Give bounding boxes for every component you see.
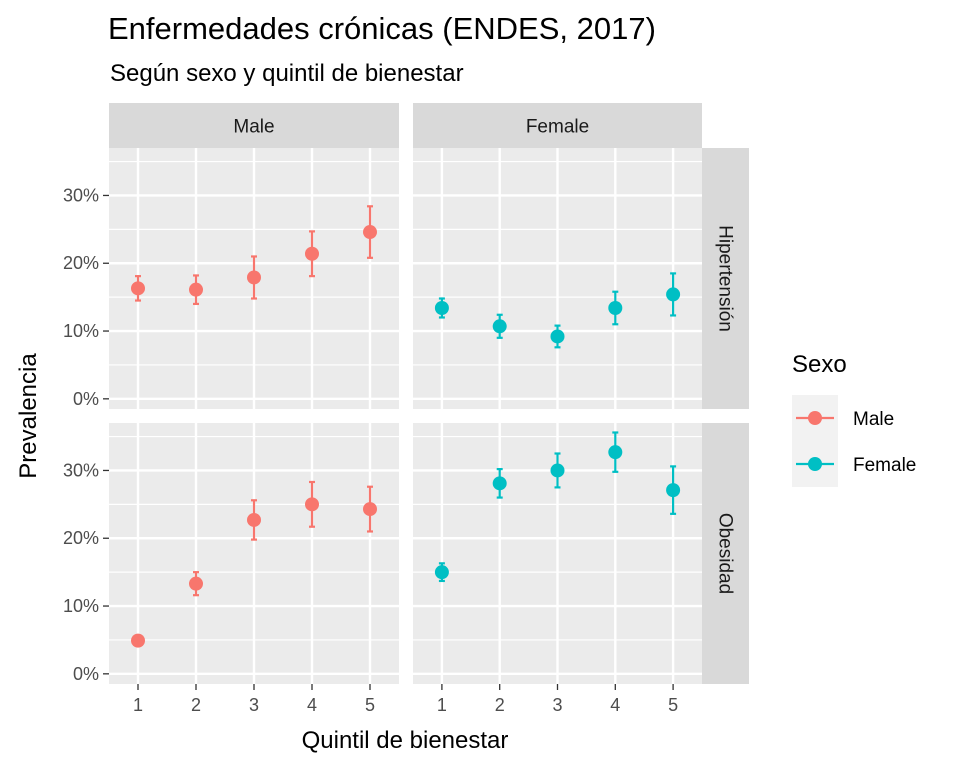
data-point	[550, 329, 565, 344]
strip-background	[702, 423, 749, 684]
strip-label: Hipertensión	[715, 225, 736, 332]
strip-row-0: Hipertensión	[702, 148, 749, 409]
data-point	[434, 565, 449, 580]
data-point	[666, 287, 681, 302]
data-point	[131, 633, 145, 648]
x-tick-label: 1	[437, 695, 447, 715]
data-point	[305, 246, 319, 261]
panel-male-1	[131, 480, 377, 648]
y-tick-label: 30%	[63, 185, 99, 205]
x-tick-label: 2	[495, 695, 505, 715]
x-tick-label: 5	[365, 695, 375, 715]
data-point	[434, 300, 449, 315]
data-point	[608, 445, 623, 460]
strip-male: Male	[109, 103, 399, 148]
y-tick-label: 20%	[63, 528, 99, 548]
data-point	[550, 463, 565, 478]
x-axis-label: Quintil de bienestar	[302, 727, 509, 754]
legend-title: Sexo	[792, 351, 847, 378]
chart-title: Enfermedades crónicas (ENDES, 2017)	[108, 11, 656, 46]
x-tick-label: 5	[668, 695, 678, 715]
strip-female: Female	[413, 103, 702, 148]
y-tick-label: 30%	[63, 460, 99, 480]
legend-item-female: Female	[792, 441, 916, 487]
legend-marker	[808, 457, 822, 471]
strip-background	[109, 103, 399, 148]
legend-marker	[808, 411, 822, 425]
y-tick-label: 0%	[73, 664, 99, 684]
data-point	[247, 270, 261, 285]
strip-background	[702, 148, 749, 409]
legend-label: Male	[853, 409, 894, 430]
panels-layer: Male FemaleHipertensiónObesidad0%10%20%30…	[63, 103, 749, 715]
data-point	[247, 512, 261, 527]
data-point	[305, 497, 319, 512]
data-point	[363, 502, 377, 517]
x-tick-label: 4	[610, 695, 620, 715]
y-tick-label: 10%	[63, 596, 99, 616]
data-point	[363, 225, 377, 240]
panel-female-1	[434, 431, 681, 583]
panel-background-1-0	[109, 423, 399, 684]
y-axis-label: Prevalencia	[15, 353, 42, 479]
strip-label: Male	[233, 117, 274, 138]
y-tick-label: 20%	[63, 253, 99, 273]
x-tick-label: 3	[552, 695, 562, 715]
legend: Sexo Male Female	[792, 351, 916, 487]
data-point	[131, 281, 145, 296]
data-point	[492, 476, 507, 491]
data-point	[189, 576, 203, 591]
panel-female-0	[434, 272, 681, 349]
panel-male-0	[131, 205, 377, 306]
chart-subtitle: Según sexo y quintil de bienestar	[110, 60, 464, 87]
legend-item-male: Male	[792, 395, 894, 441]
panel-background-0-1	[413, 148, 702, 409]
x-tick-label: 4	[307, 695, 317, 715]
data-point	[189, 282, 203, 297]
x-tick-label: 2	[191, 695, 201, 715]
data-point	[666, 483, 681, 498]
data-point	[492, 319, 507, 334]
data-point	[608, 300, 623, 315]
legend-label: Female	[853, 455, 916, 476]
strip-label: Obesidad	[715, 513, 736, 594]
strip-label: Female	[526, 117, 589, 138]
x-tick-label: 1	[133, 695, 143, 715]
legend-items: Male Female	[792, 395, 916, 487]
y-tick-label: 0%	[73, 389, 99, 409]
y-tick-label: 10%	[63, 321, 99, 341]
strip-row-1: Obesidad	[702, 423, 749, 684]
strip-background	[413, 103, 702, 148]
x-tick-label: 3	[249, 695, 259, 715]
